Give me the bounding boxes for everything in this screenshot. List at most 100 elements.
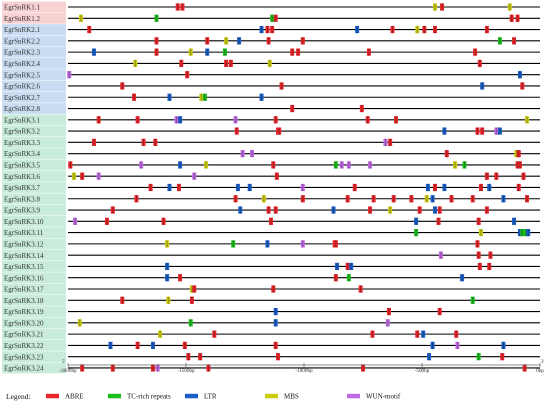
element-marker-abre (480, 127, 485, 135)
element-marker-abre (273, 116, 278, 124)
element-marker-mbs (514, 150, 519, 158)
element-marker-ltr-stem (519, 71, 521, 79)
element-marker-mbs-stem (200, 93, 202, 101)
element-marker-tc (222, 48, 227, 56)
element-marker-tc (462, 161, 467, 169)
gene-label-bg (2, 35, 66, 47)
element-marker-mbs (71, 172, 76, 180)
element-marker-abre-stem (488, 262, 490, 271)
element-marker-ltr-stem (179, 161, 181, 169)
gene-label: EgrSnRK2.7 (4, 94, 40, 102)
element-marker-mbs (224, 37, 229, 45)
element-marker-ltr-stem (275, 307, 277, 316)
element-marker-ltr-stem (481, 82, 483, 90)
element-marker-abre-stem (479, 59, 481, 67)
element-marker-abre (388, 138, 393, 146)
element-marker-abre-stem (481, 127, 483, 135)
gene-label-bg (2, 58, 66, 69)
element-marker-abre (205, 37, 210, 45)
element-marker-abre (192, 285, 197, 293)
element-marker-mbs (199, 93, 204, 101)
element-marker-tc-stem (478, 353, 480, 361)
element-marker-abre-stem (486, 25, 488, 34)
element-marker-mbs (525, 116, 530, 124)
legend-swatch-ltr (185, 393, 198, 399)
element-marker-mbs-stem (191, 285, 193, 293)
element-marker-wun-stem (341, 161, 343, 169)
element-marker-abre-stem (486, 206, 488, 214)
element-marker-tc (188, 319, 193, 327)
element-marker-abre-stem (419, 206, 421, 214)
element-marker-wun (233, 116, 238, 124)
element-marker-abre-stem (518, 183, 520, 192)
element-marker-ltr-stem (519, 229, 521, 237)
element-marker-abre (228, 59, 233, 67)
element-marker-tc-stem (521, 229, 523, 237)
element-marker-abre-stem (268, 37, 270, 45)
x-axis-tick-label: 0bp (536, 368, 544, 374)
element-marker-wun (494, 127, 499, 135)
element-marker-abre (345, 195, 350, 203)
element-marker-abre-stem (297, 48, 299, 56)
element-marker-wun (73, 217, 78, 225)
element-marker-abre-stem (276, 172, 278, 180)
element-marker-abre (437, 307, 442, 316)
element-marker-abre-stem (392, 25, 393, 34)
element-marker-ltr (237, 37, 242, 45)
element-marker-wun (455, 341, 460, 349)
element-marker-abre (361, 364, 365, 372)
element-marker-ltr (108, 341, 113, 349)
element-marker-abre (515, 14, 520, 22)
gene-label-bg (2, 362, 66, 374)
element-marker-abre (91, 138, 96, 146)
element-marker-ltr (235, 183, 240, 192)
element-marker-abre (266, 37, 271, 45)
element-marker-mbs (189, 285, 194, 293)
element-marker-ltr-stem (261, 93, 262, 101)
element-marker-abre-stem (137, 116, 139, 124)
element-marker-ltr (331, 206, 336, 214)
element-marker-abre-stem (88, 25, 90, 34)
element-marker-abre-stem (207, 364, 209, 372)
element-marker-tc (523, 229, 528, 237)
element-marker-abre (161, 217, 166, 225)
element-marker-abre (476, 217, 481, 225)
element-marker-abre-stem (81, 364, 83, 372)
element-marker-abre-stem (513, 37, 515, 45)
element-marker-ltr (517, 229, 522, 237)
element-marker-ltr-stem (93, 48, 95, 56)
gene-label: EgrSnRK2.3 (4, 49, 40, 57)
gene-label-bg (2, 159, 66, 171)
x-axis-tick-label: -1000bp (295, 368, 313, 374)
gene-label: EgrSnRK3.16 (4, 274, 44, 282)
element-marker-mbs-stem (426, 195, 428, 203)
element-marker-ltr-stem (350, 262, 352, 271)
element-marker-ltr-stem (415, 217, 417, 225)
element-marker-mbs (158, 330, 163, 338)
element-marker-abre (333, 240, 338, 248)
element-marker-mbs-stem (480, 229, 482, 237)
element-marker-ltr-stem (513, 217, 515, 225)
element-marker-abre-stem (271, 25, 273, 34)
element-marker-abre (206, 364, 211, 372)
element-marker-abre-stem (106, 217, 108, 225)
gene-label-bg (2, 351, 66, 363)
element-marker-abre-stem (275, 206, 277, 214)
element-marker-ltr-stem (443, 183, 445, 192)
element-marker-abre (391, 195, 396, 203)
element-marker-abre-stem (438, 217, 439, 225)
element-marker-abre-stem (360, 285, 362, 293)
element-marker-abre (522, 364, 527, 372)
element-marker-abre (185, 71, 190, 79)
element-marker-ltr-stem (461, 274, 463, 282)
element-marker-mbs (424, 195, 429, 203)
legend-title: Legend: (6, 392, 31, 401)
element-marker-abre-stem (135, 195, 137, 203)
element-marker-abre-stem (347, 262, 349, 271)
gene-label-bg (2, 91, 66, 103)
element-marker-abre-stem (434, 183, 436, 192)
element-marker-mbs-stem (166, 240, 168, 248)
gene-label: EgrSnRK2.5 (4, 71, 40, 79)
element-marker-abre-stem (495, 172, 497, 180)
element-marker-mbs (78, 14, 83, 22)
